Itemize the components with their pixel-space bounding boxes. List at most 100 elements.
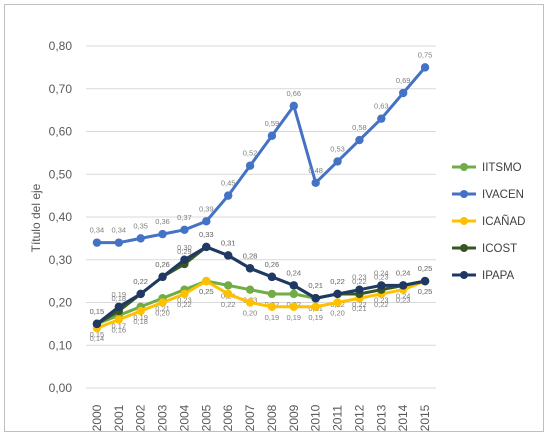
data-point xyxy=(245,298,255,307)
data-point xyxy=(355,135,364,145)
legend-entry: IITSMO xyxy=(452,162,522,174)
data-point xyxy=(136,289,145,299)
data-label: 0,31 xyxy=(221,238,236,247)
x-tick-label: 2000 xyxy=(90,404,104,431)
data-point xyxy=(289,281,299,290)
data-label: 0,58 xyxy=(352,123,367,132)
legend-label: IPAPA xyxy=(482,270,514,282)
data-label: 0,22 xyxy=(221,300,236,309)
data-label: 0,24 xyxy=(396,268,411,277)
data-point xyxy=(311,294,320,303)
legend-entry: IPAPA xyxy=(452,270,514,282)
x-tick-label: 2011 xyxy=(331,405,345,431)
x-tick-label: 2002 xyxy=(134,404,148,431)
series-ipapa: 0,15 0,19 0,22 0,26 0,30 0,33 0,31 0,28 0,26 0,24… xyxy=(90,230,432,329)
data-point xyxy=(223,251,233,260)
x-tick-label: 2007 xyxy=(243,404,257,431)
data-point xyxy=(158,298,167,307)
data-label: 0,25 xyxy=(199,287,214,296)
legend-marker xyxy=(460,163,468,171)
data-label: 0,21 xyxy=(308,281,323,290)
data-label: 0,29 xyxy=(177,247,192,256)
series-line xyxy=(96,279,426,330)
data-label: 0,45 xyxy=(221,179,236,188)
data-label: 0,26 xyxy=(155,260,170,269)
data-point xyxy=(180,289,189,299)
data-label: 0,15 xyxy=(90,307,105,316)
data-label: 0,59 xyxy=(265,119,280,128)
y-axis-title: Título del eje xyxy=(29,183,43,252)
x-tick-label: 2014 xyxy=(396,404,410,431)
data-label: 0,22 xyxy=(133,277,148,286)
data-point xyxy=(267,289,277,299)
data-label: 0,20 xyxy=(243,309,258,318)
data-label: 0,52 xyxy=(243,149,258,158)
gridlines xyxy=(86,45,436,389)
data-label: 0,22 xyxy=(330,277,345,286)
data-label: 0,21 xyxy=(155,304,170,313)
data-point xyxy=(92,238,102,247)
data-point xyxy=(267,302,277,311)
legend-marker xyxy=(460,190,468,198)
data-label: 0,19 xyxy=(112,290,127,299)
legend-entry: ICAÑAD xyxy=(452,215,525,228)
data-label: 0,25 xyxy=(418,287,433,296)
y-tick-label: 0,20 xyxy=(49,296,73,310)
legend-label: IITSMO xyxy=(482,162,522,174)
data-point xyxy=(333,157,342,166)
legend-marker xyxy=(460,244,468,252)
y-tick-label: 0,50 xyxy=(49,167,73,181)
data-point xyxy=(398,88,408,98)
y-tick-label: 0,70 xyxy=(49,82,73,96)
data-label: 0,14 xyxy=(90,334,105,343)
x-tick-label: 2015 xyxy=(418,404,432,431)
data-point xyxy=(289,289,299,299)
data-point xyxy=(377,114,386,123)
data-point xyxy=(267,131,277,140)
data-label: 0,25 xyxy=(418,264,433,273)
data-label: 0,23 xyxy=(396,296,411,305)
data-label: 0,28 xyxy=(243,251,258,260)
data-point xyxy=(180,225,189,235)
legend-label: IVACEN xyxy=(482,189,524,201)
legend-marker xyxy=(460,217,468,225)
data-label: 0,39 xyxy=(199,204,214,213)
data-label: 0,26 xyxy=(155,260,170,269)
x-tick-label: 2003 xyxy=(156,404,170,431)
x-tick-label: 2001 xyxy=(112,404,126,431)
data-label: 0,20 xyxy=(330,309,345,318)
legend-marker xyxy=(460,271,468,279)
data-point xyxy=(311,302,320,311)
data-label: 0,22 xyxy=(352,277,367,286)
legend: IITSMO IVACEN ICAÑAD ICOST IPAPA xyxy=(452,162,525,282)
data-label: 0,69 xyxy=(396,76,411,85)
data-point xyxy=(136,234,145,243)
data-label: 0,37 xyxy=(177,213,192,222)
data-label: 0,26 xyxy=(265,260,280,269)
data-label: 0,24 xyxy=(396,268,411,277)
data-label: 0,21 xyxy=(308,281,323,290)
data-label: 0,75 xyxy=(418,50,433,59)
y-tick-label: 0,10 xyxy=(49,338,73,352)
data-point xyxy=(333,289,342,299)
data-label: 0,25 xyxy=(418,287,433,296)
data-label: 0,63 xyxy=(374,102,389,111)
y-tick-label: 0,80 xyxy=(49,39,73,53)
data-point xyxy=(92,319,102,329)
data-point xyxy=(158,272,167,282)
data-point xyxy=(223,191,233,200)
y-axis-ticks: 0,00 0,10 0,20 0,30 0,40 0,50 0,60 0,70 0,80 xyxy=(49,39,73,395)
data-label: 0,33 xyxy=(199,230,214,239)
data-label: 0,19 xyxy=(308,313,323,322)
data-point xyxy=(245,264,255,273)
data-label: 0,19 xyxy=(287,313,302,322)
data-label: 0,48 xyxy=(308,166,323,175)
data-label: 0,66 xyxy=(287,89,302,98)
data-point xyxy=(114,302,124,311)
data-point xyxy=(223,281,233,290)
data-label: 0,25 xyxy=(199,287,214,296)
data-label: 0,24 xyxy=(287,268,302,277)
data-label: 0,21 xyxy=(352,304,367,313)
data-point xyxy=(267,272,277,282)
x-tick-label: 2005 xyxy=(199,404,213,431)
